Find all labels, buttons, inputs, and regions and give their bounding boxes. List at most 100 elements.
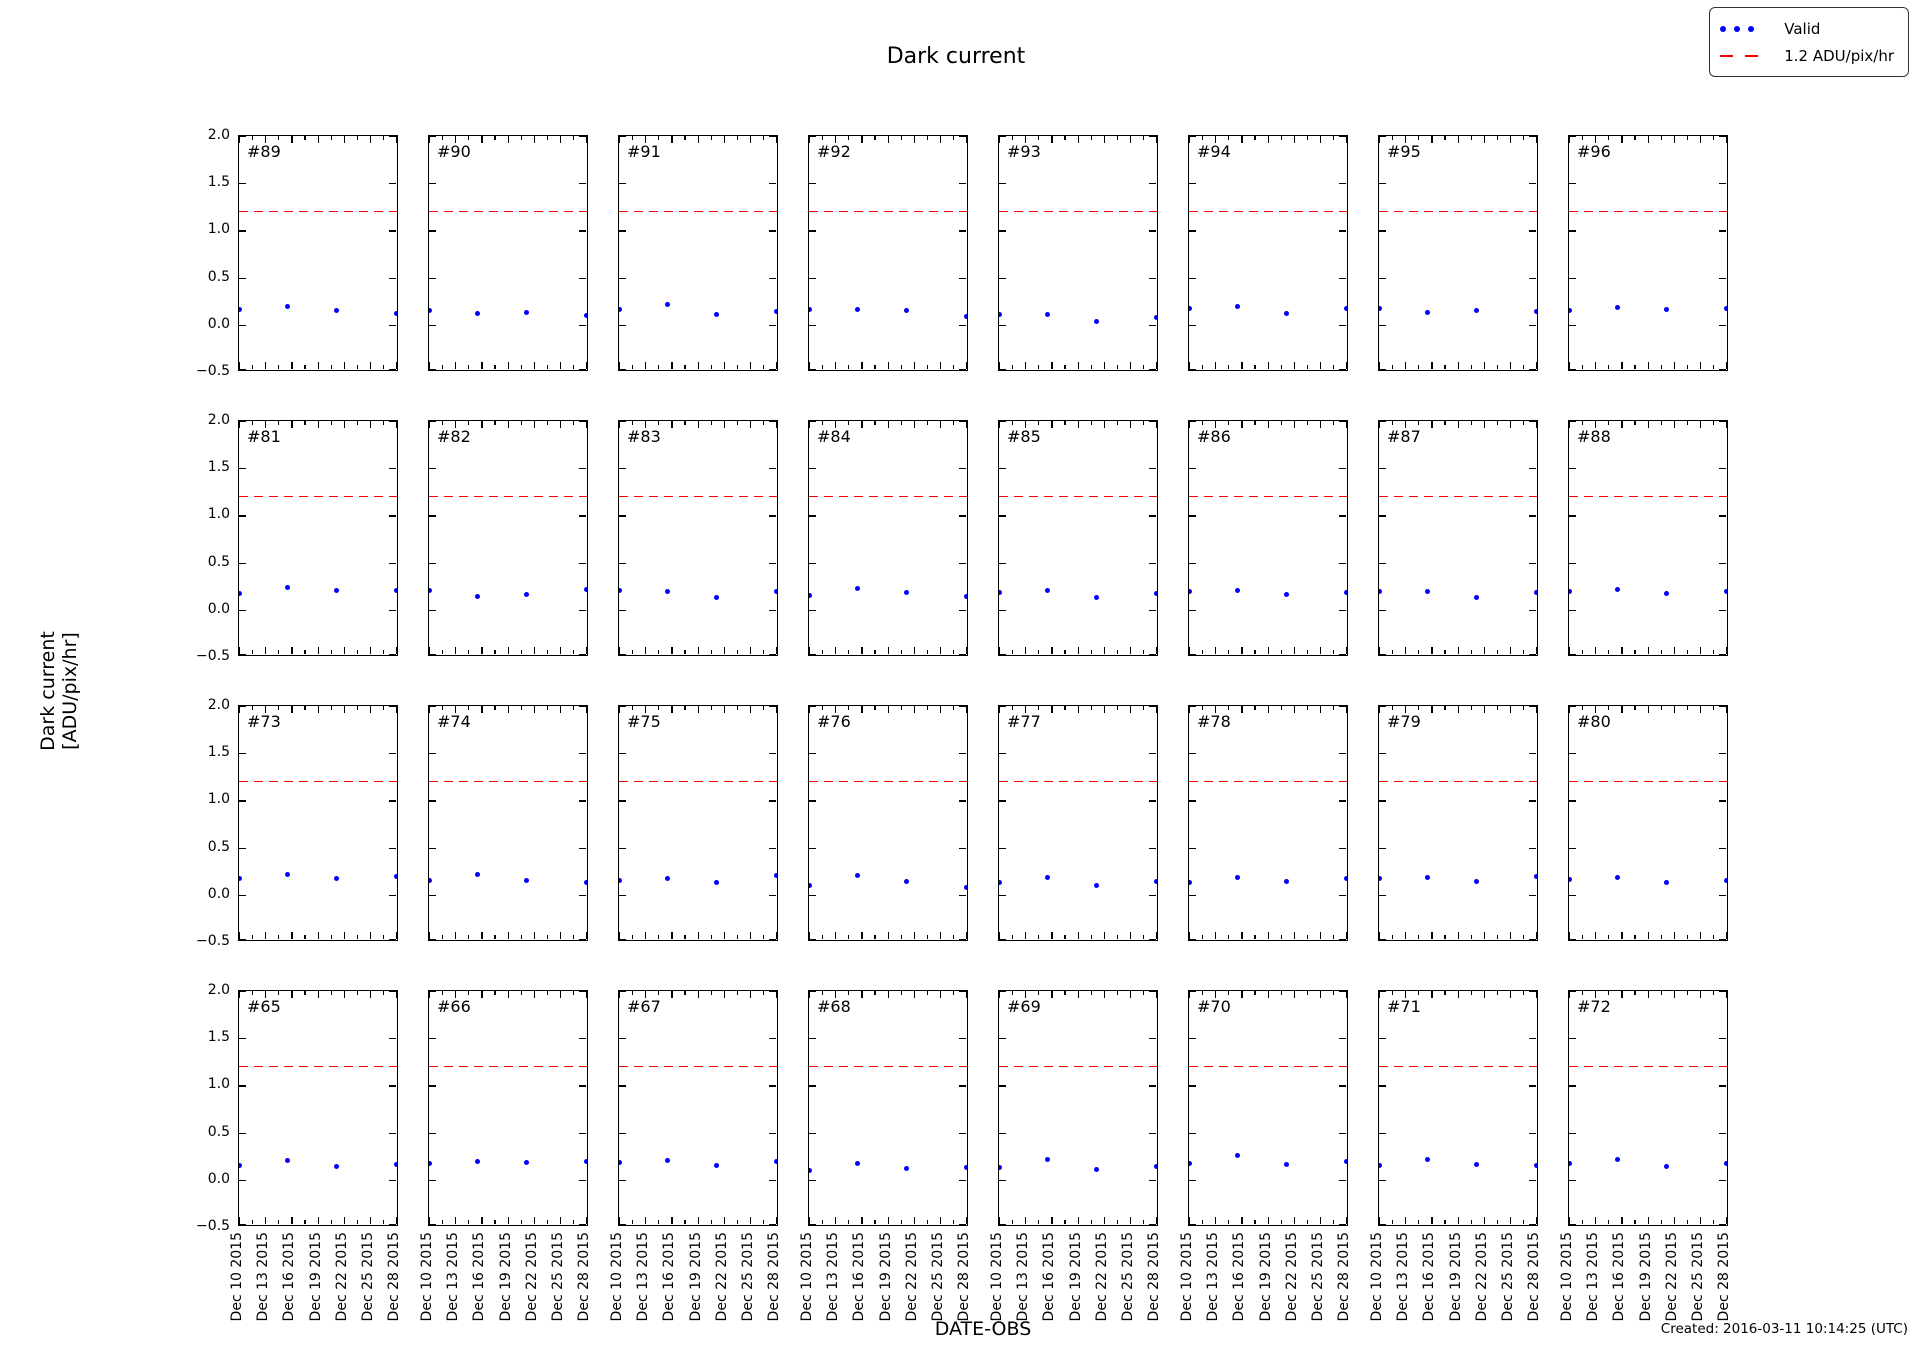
data-point [1723, 878, 1727, 884]
x-tick [835, 706, 837, 713]
data-point [1283, 879, 1289, 885]
x-tick [1332, 365, 1335, 369]
y-tick [1149, 847, 1156, 849]
y-tick [1379, 753, 1386, 755]
x-tick [632, 1220, 634, 1224]
x-tick [1418, 935, 1420, 939]
x-tick [1064, 991, 1066, 995]
y-tick [1719, 421, 1726, 423]
x-tick [1522, 991, 1525, 995]
x-tick [520, 706, 522, 710]
data-point [1533, 1163, 1537, 1169]
x-tick [1483, 136, 1485, 143]
y-tick [769, 1038, 776, 1040]
x-tick [671, 1217, 673, 1224]
x-tick [939, 991, 942, 998]
x-tick [1634, 1220, 1636, 1224]
x-tick [291, 136, 293, 143]
x-tick [369, 362, 372, 369]
panel-id-label: #70 [1197, 997, 1231, 1016]
subplot-87: #87 [1378, 420, 1538, 656]
panel-id-label: #90 [437, 142, 471, 161]
x-tick [239, 647, 241, 654]
x-tick [1346, 932, 1347, 939]
x-tick [749, 932, 752, 939]
x-tick [684, 365, 686, 369]
x-tick [1712, 136, 1715, 140]
y-tick [1379, 324, 1386, 326]
x-tick [546, 935, 548, 939]
x-tick [442, 706, 444, 710]
x-tick [1189, 421, 1191, 428]
x-tick [1608, 650, 1610, 654]
x-tick [1483, 1217, 1485, 1224]
x-tick [1496, 650, 1498, 654]
x-tick [1103, 362, 1105, 369]
x-tick [520, 650, 522, 654]
y-tick [389, 991, 396, 993]
x-tick [939, 1217, 942, 1224]
y-tick [389, 421, 396, 423]
panel-id-label: #84 [817, 427, 851, 446]
data-point [475, 310, 481, 316]
x-tick [822, 421, 824, 425]
x-tick [1431, 647, 1433, 654]
x-tick [1509, 932, 1512, 939]
x-tick [762, 991, 765, 995]
x-tick [776, 706, 777, 713]
x-tick [1634, 136, 1636, 140]
x-tick [291, 1217, 293, 1224]
y-tick [619, 277, 626, 279]
x-tick [546, 991, 548, 995]
x-tick [343, 706, 345, 713]
x-tick [723, 1217, 725, 1224]
x-tick [343, 991, 345, 998]
x-tick [559, 362, 562, 369]
x-tick [952, 650, 955, 654]
data-point [1283, 1162, 1289, 1168]
x-tick [1595, 136, 1597, 143]
subplot-84: #84 [808, 420, 968, 656]
x-tick [1379, 421, 1381, 428]
y-tick [999, 1132, 1006, 1134]
x-tick [1444, 991, 1446, 995]
x-tick [304, 421, 306, 425]
x-tick [1267, 1217, 1269, 1224]
y-tick [809, 468, 816, 470]
x-tick [239, 136, 241, 143]
x-tick [1522, 935, 1525, 939]
y-tick [999, 706, 1006, 708]
x-tick [1090, 136, 1092, 140]
x-tick [1332, 136, 1335, 140]
x-tick [913, 362, 915, 369]
x-tick [1595, 362, 1597, 369]
x-tick [1116, 421, 1118, 425]
x-tick [1509, 647, 1512, 654]
x-tick [776, 932, 777, 939]
y-tick [809, 421, 816, 423]
x-tick [265, 1217, 267, 1224]
x-tick [1319, 1217, 1322, 1224]
x-tick [586, 362, 587, 369]
y-tick [619, 468, 626, 470]
y-tick [1569, 1085, 1576, 1087]
data-point [523, 592, 529, 598]
y-tick [809, 230, 816, 232]
x-tick [1405, 136, 1407, 143]
x-tick [926, 650, 928, 654]
y-tick [429, 421, 436, 423]
y-tick-label: 0.0 [207, 315, 230, 332]
data-point [1473, 595, 1479, 601]
panel-id-label: #88 [1577, 427, 1611, 446]
x-tick [1712, 1220, 1715, 1224]
y-tick [1149, 1179, 1156, 1181]
data-point [619, 588, 622, 594]
x-tick-label: Dec 19 2015 [307, 1232, 324, 1322]
x-tick [304, 706, 306, 710]
data-point [393, 874, 397, 880]
y-tick [999, 1224, 1006, 1225]
data-point [475, 872, 481, 878]
y-tick [769, 800, 776, 802]
x-tick [468, 365, 470, 369]
y-tick-label: 2.0 [207, 127, 230, 143]
